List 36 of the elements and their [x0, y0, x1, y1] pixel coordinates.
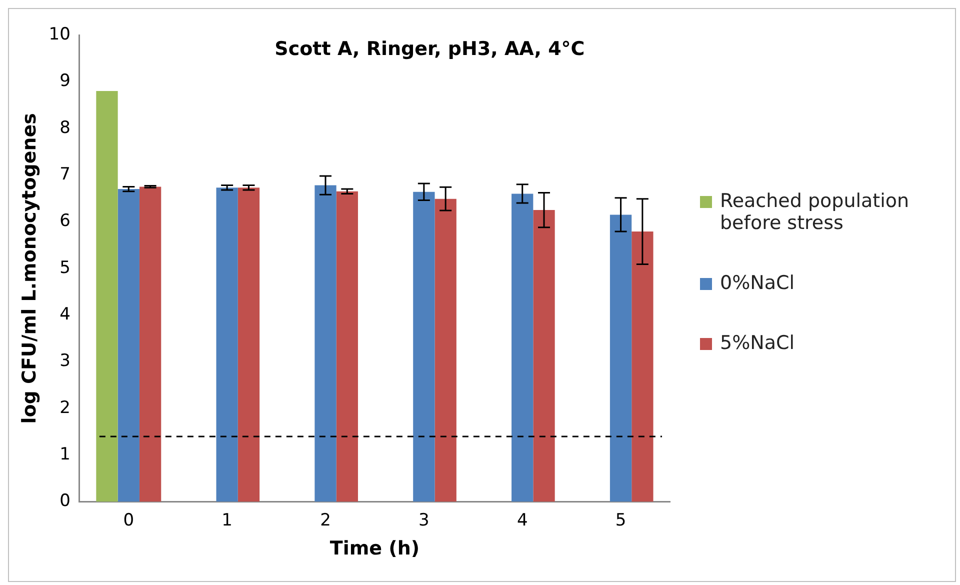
bar [512, 194, 534, 502]
y-tick-label: 5 [60, 258, 70, 278]
chart-title: Scott A, Ringer, pH3, AA, 4°C [274, 38, 585, 60]
y-tick-label: 7 [60, 164, 70, 184]
x-tick-label: 3 [418, 510, 430, 530]
y-tick-label: 2 [60, 398, 70, 418]
legend-label: 0%NaCl [720, 272, 795, 294]
x-tick-label: 2 [320, 510, 331, 530]
bar [314, 185, 336, 502]
y-tick-label: 9 [60, 71, 70, 92]
bar [216, 188, 238, 502]
x-tick-label: 5 [615, 510, 626, 530]
bar [632, 232, 654, 502]
y-axis-title: log CFU/ml L.monocytogenes [18, 113, 40, 424]
bar [118, 189, 140, 502]
y-tick-label: 10 [48, 24, 70, 44]
y-tick-label: 8 [60, 118, 70, 138]
y-tick-label: 3 [60, 351, 70, 372]
x-tick-label: 0 [123, 510, 134, 530]
bar [336, 191, 358, 502]
x-tick-label: 1 [222, 510, 232, 530]
legend-label: 5%NaCl [720, 332, 795, 354]
y-tick-label: 6 [60, 211, 70, 232]
x-tick-label: 4 [516, 510, 528, 530]
bar [139, 186, 162, 502]
bar [96, 91, 118, 502]
legend-label: Reached population before stress [720, 190, 910, 234]
y-tick-label: 0 [60, 491, 70, 512]
bar [533, 210, 555, 502]
bar [434, 198, 456, 502]
bar [238, 188, 260, 502]
y-tick-label: 4 [60, 304, 70, 324]
bar [413, 192, 435, 502]
bar [610, 214, 632, 502]
y-tick-label: 1 [60, 444, 70, 465]
x-axis-title: Time (h) [330, 538, 420, 560]
